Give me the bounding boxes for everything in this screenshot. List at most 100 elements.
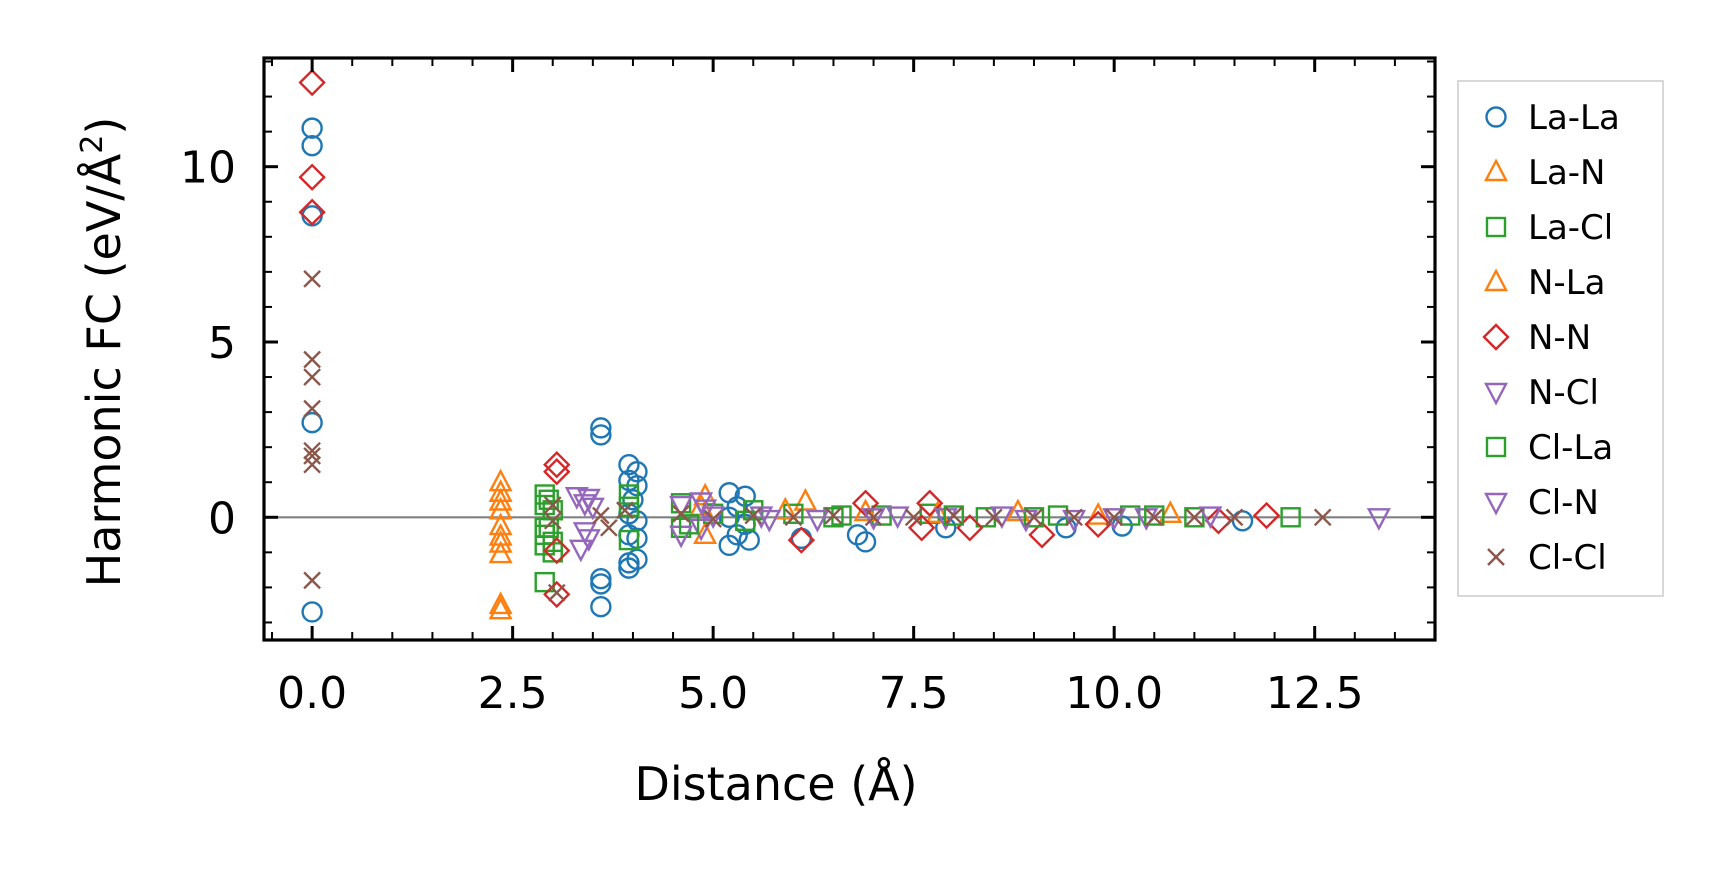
data-point-cl-cl	[547, 583, 566, 602]
legend-marker-cl-cl	[1487, 548, 1505, 566]
y-axis-label: Harmonic FC (eV/Å2)	[75, 117, 131, 588]
legend-marker-la-cl	[1485, 216, 1507, 238]
legend-marker-cl-la	[1485, 436, 1507, 458]
x-tick-label: 10.0	[1065, 668, 1163, 719]
series-cl-cl	[303, 270, 1332, 602]
data-point-cl-cl	[904, 508, 923, 527]
data-point-cl-cl	[303, 368, 321, 386]
data-point-la-n	[488, 496, 513, 520]
data-point-n-n	[543, 536, 571, 565]
y-tick-label: 10	[180, 143, 236, 194]
data-point-n-cl	[568, 539, 593, 563]
tick-labels: 0.0 2.5 5.0 7.5 10.0 12.5 0 5 10	[180, 143, 1364, 719]
x-tick-label: 0.0	[277, 668, 347, 719]
data-point-la-la	[590, 567, 612, 590]
data-point-cl-la	[735, 510, 756, 531]
data-point-n-cl	[669, 495, 694, 519]
legend-item-la-la: La-La	[1485, 98, 1620, 138]
data-point-cl-cl	[944, 506, 963, 525]
data-point-cl-cl	[543, 496, 562, 514]
data-point-cl-cl	[1025, 508, 1043, 527]
legend-item-n-n: N-N	[1482, 318, 1591, 358]
data-point-cl-cl	[784, 508, 803, 527]
data-point-cl-cl	[985, 508, 1003, 527]
legend-marker-cl-n	[1484, 492, 1508, 516]
data-point-cl-cl	[303, 350, 321, 369]
legend-label-n-n: N-N	[1528, 318, 1591, 358]
y-tick-label: 5	[208, 318, 236, 369]
data-point-cl-n	[1102, 508, 1127, 531]
axis-ticks	[264, 58, 1436, 640]
data-point-cl-cl	[672, 504, 690, 523]
x-tick-label: 2.5	[478, 668, 548, 719]
x-axis-label: Distance (Å)	[634, 757, 917, 811]
data-point-n-n	[907, 514, 936, 542]
data-point-cl-cl	[303, 399, 321, 418]
data-point-n-cl	[805, 509, 830, 533]
data-point-n-n	[543, 451, 571, 479]
data-point-la-n	[488, 487, 513, 511]
data-point-cl-cl	[303, 441, 321, 460]
data-point-cl-cl	[864, 508, 883, 527]
data-point-cl-cl	[824, 506, 843, 525]
y-tick-label: 0	[208, 493, 236, 544]
legend-item-la-cl: La-Cl	[1485, 208, 1613, 248]
data-point-la-n	[793, 487, 818, 511]
legend-marker-n-cl	[1484, 382, 1508, 406]
y-axis-label-sup: 2	[75, 135, 110, 154]
data-point-n-cl	[1198, 506, 1223, 530]
data-point-cl-cl	[600, 518, 618, 537]
data-point-cl-cl	[303, 447, 321, 465]
data-points	[298, 68, 1391, 623]
data-point-la-la	[618, 557, 640, 579]
data-point-cl-cl	[303, 455, 321, 474]
data-point-la-n	[488, 596, 513, 620]
data-point-cl-la	[1023, 507, 1045, 528]
plot-frame	[262, 56, 1437, 642]
data-point-n-n	[1204, 507, 1233, 535]
data-point-cl-cl	[1105, 508, 1124, 527]
data-point-cl-la	[1144, 505, 1165, 526]
data-point-n-n	[787, 526, 816, 554]
data-point-n-cl	[885, 506, 910, 530]
legend-items: La-La La-N La-Cl N-La N-N N-Cl Cl-La Cl-N Cl-Cl	[1482, 98, 1620, 578]
data-point-la-la	[846, 524, 869, 546]
series-cl-n	[576, 488, 1127, 552]
x-tick-label: 7.5	[879, 668, 949, 719]
data-point-la-cl	[618, 484, 640, 505]
data-point-cl-la	[678, 514, 700, 535]
data-point-n-n	[1084, 510, 1112, 538]
legend-label-la-la: La-La	[1528, 98, 1620, 138]
data-point-la-la	[590, 424, 612, 446]
legend-item-n-la: N-La	[1484, 263, 1605, 303]
data-point-la-cl	[1184, 507, 1205, 528]
data-point-cl-cl	[1145, 508, 1164, 527]
legend-marker-n-la	[1484, 268, 1508, 292]
legend-item-n-cl: N-Cl	[1484, 373, 1599, 413]
legend-item-cl-cl: Cl-Cl	[1487, 538, 1607, 578]
data-point-n-cl	[689, 518, 714, 542]
data-point-cl-la	[943, 505, 964, 526]
data-point-n-cl	[701, 506, 726, 530]
data-point-cl-la	[538, 517, 559, 539]
data-point-la-la	[590, 417, 612, 439]
data-point-la-la	[301, 134, 323, 157]
legend-item-la-n: La-N	[1484, 153, 1605, 193]
legend-item-cl-n: Cl-N	[1484, 483, 1599, 523]
data-point-la-la	[301, 411, 323, 434]
data-point-la-cl	[618, 529, 640, 551]
data-point-n-n	[543, 458, 571, 486]
data-point-cl-n	[576, 529, 601, 552]
data-point-n-n	[1028, 521, 1056, 549]
data-point-la-cl	[783, 503, 804, 524]
data-point-cl-cl	[543, 511, 562, 530]
legend-label-la-n: La-N	[1528, 153, 1605, 193]
data-point-la-n	[693, 521, 718, 545]
legend-label-n-cl: N-Cl	[1528, 373, 1599, 413]
data-point-la-cl	[534, 571, 555, 593]
data-point-cl-cl	[1185, 508, 1204, 527]
legend-label-cl-cl: Cl-Cl	[1528, 538, 1607, 578]
y-axis-label-close: )	[77, 117, 131, 135]
